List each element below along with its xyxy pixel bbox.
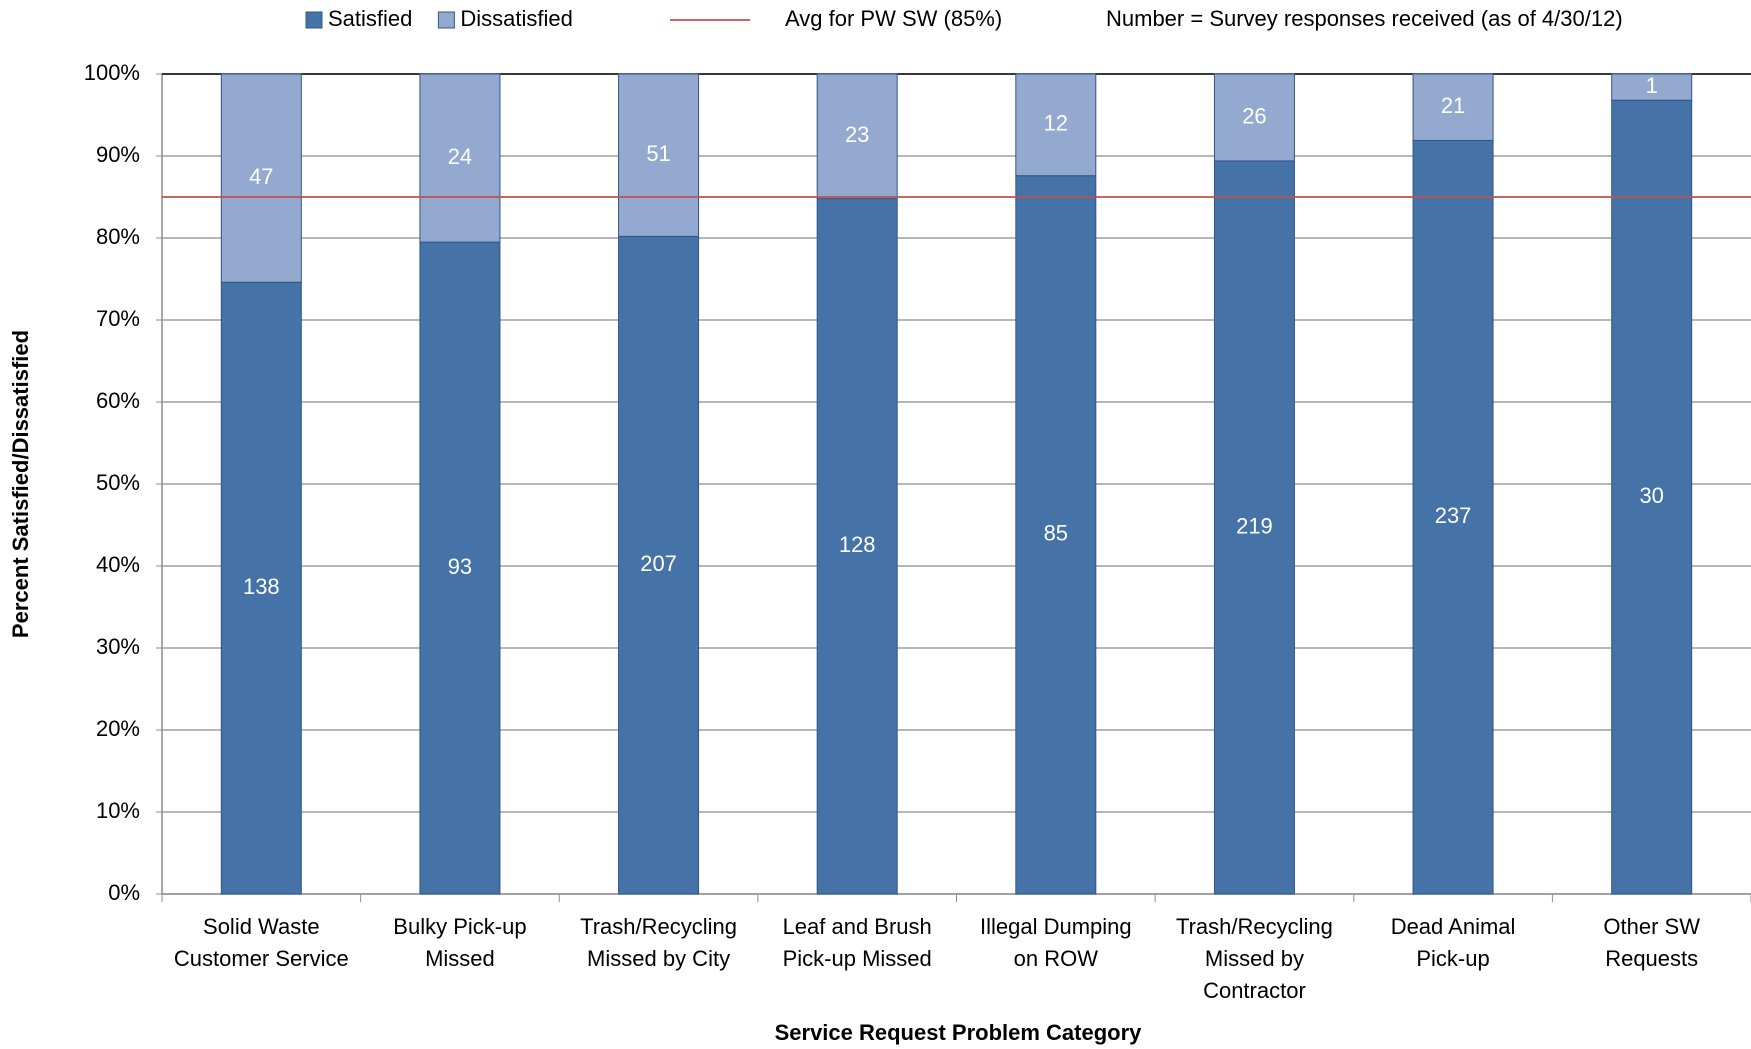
y-axis-title: Percent Satisfied/Dissatisfied (8, 330, 33, 638)
data-label: 1 (1646, 73, 1658, 98)
x-tick-label: Leaf and Brush Pick-up Missed (783, 914, 932, 971)
x-tick-label: Trash/Recycling Missed by Contractor (1176, 914, 1333, 1003)
y-tick-label: 80% (96, 224, 140, 249)
x-tick-label-line: Other SW (1603, 914, 1700, 939)
legend-swatch (305, 11, 323, 29)
data-label: 219 (1236, 513, 1273, 538)
bar-segment (816, 73, 898, 200)
legend-swatch (437, 11, 455, 29)
data-label: 30 (1639, 483, 1663, 508)
y-tick-label: 10% (96, 798, 140, 823)
legend-label: Avg for PW SW (85%) (785, 6, 1002, 31)
bar-segment (618, 73, 700, 237)
y-tick-label: 0% (108, 880, 140, 905)
x-tick-label-line: Missed by City (587, 946, 730, 971)
x-tick-label: Dead Animal Pick-up (1391, 914, 1516, 971)
data-label: 23 (845, 122, 869, 147)
data-label: 24 (448, 144, 472, 169)
data-label: 85 (1044, 521, 1068, 546)
x-tick-label-line: Solid Waste (203, 914, 320, 939)
x-tick-label-line: Requests (1605, 946, 1698, 971)
x-tick-label-line: Missed (425, 946, 495, 971)
x-tick-label-line: Leaf and Brush (783, 914, 932, 939)
y-tick-label: 20% (96, 716, 140, 741)
note: Number = Survey responses received (as o… (1106, 6, 1623, 31)
y-tick-label: 90% (96, 142, 140, 167)
x-tick-label-line: Pick-up (1416, 946, 1489, 971)
data-label: 47 (249, 164, 273, 189)
x-tick-label-line: Missed by (1205, 946, 1304, 971)
x-tick-label-line: on ROW (1014, 946, 1099, 971)
bar-segment (220, 73, 302, 283)
data-label: 207 (640, 551, 677, 576)
data-label: 51 (646, 141, 670, 166)
bar-segment (1015, 175, 1097, 895)
data-label: 12 (1044, 111, 1068, 136)
x-tick-label: Other SW Requests (1603, 914, 1700, 971)
bar-segment (419, 73, 501, 243)
y-tick-label: 60% (96, 388, 140, 413)
bar-segment (1412, 73, 1494, 141)
bar-segment (1015, 73, 1097, 177)
data-label: 26 (1242, 103, 1266, 128)
x-tick-label: Bulky Pick-up Missed (393, 914, 526, 971)
data-label: 128 (839, 532, 876, 557)
legend-label: Satisfied (328, 6, 412, 31)
y-tick-label: 50% (96, 470, 140, 495)
x-axis-title: Service Request Problem Category (775, 1020, 1143, 1045)
y-tick-label: 40% (96, 552, 140, 577)
x-tick-label: Trash/Recycling Missed by City (580, 914, 737, 971)
bar-segment (1213, 73, 1295, 162)
x-tick-label-line: Contractor (1203, 978, 1306, 1003)
bar-segment (419, 241, 501, 895)
data-label: 237 (1435, 503, 1472, 528)
x-tick-label-line: Customer Service (174, 946, 349, 971)
x-tick-label-line: Trash/Recycling (580, 914, 737, 939)
data-label: 93 (448, 554, 472, 579)
bar-segment (618, 235, 700, 895)
data-label: 138 (243, 574, 280, 599)
x-tick-label-line: Pick-up Missed (783, 946, 932, 971)
bar-segment (1412, 139, 1494, 895)
bar-segment (1213, 160, 1295, 895)
bar-segment (1611, 73, 1693, 101)
bar-segment (220, 281, 302, 895)
data-label: 21 (1441, 93, 1465, 118)
x-tick-label-line: Dead Animal (1391, 914, 1516, 939)
x-tick-label: Illegal Dumping on ROW (980, 914, 1132, 971)
x-tick-label-line: Bulky Pick-up (393, 914, 526, 939)
legend-label: Dissatisfied (460, 6, 572, 31)
bar-segment (1611, 99, 1693, 895)
y-tick-label: 100% (84, 60, 140, 85)
x-tick-label: Solid Waste Customer Service (174, 914, 349, 971)
x-tick-label-line: Trash/Recycling (1176, 914, 1333, 939)
y-tick-label: 70% (96, 306, 140, 331)
x-tick-label-line: Illegal Dumping (980, 914, 1132, 939)
y-tick-label: 30% (96, 634, 140, 659)
bar-segment (816, 198, 898, 895)
